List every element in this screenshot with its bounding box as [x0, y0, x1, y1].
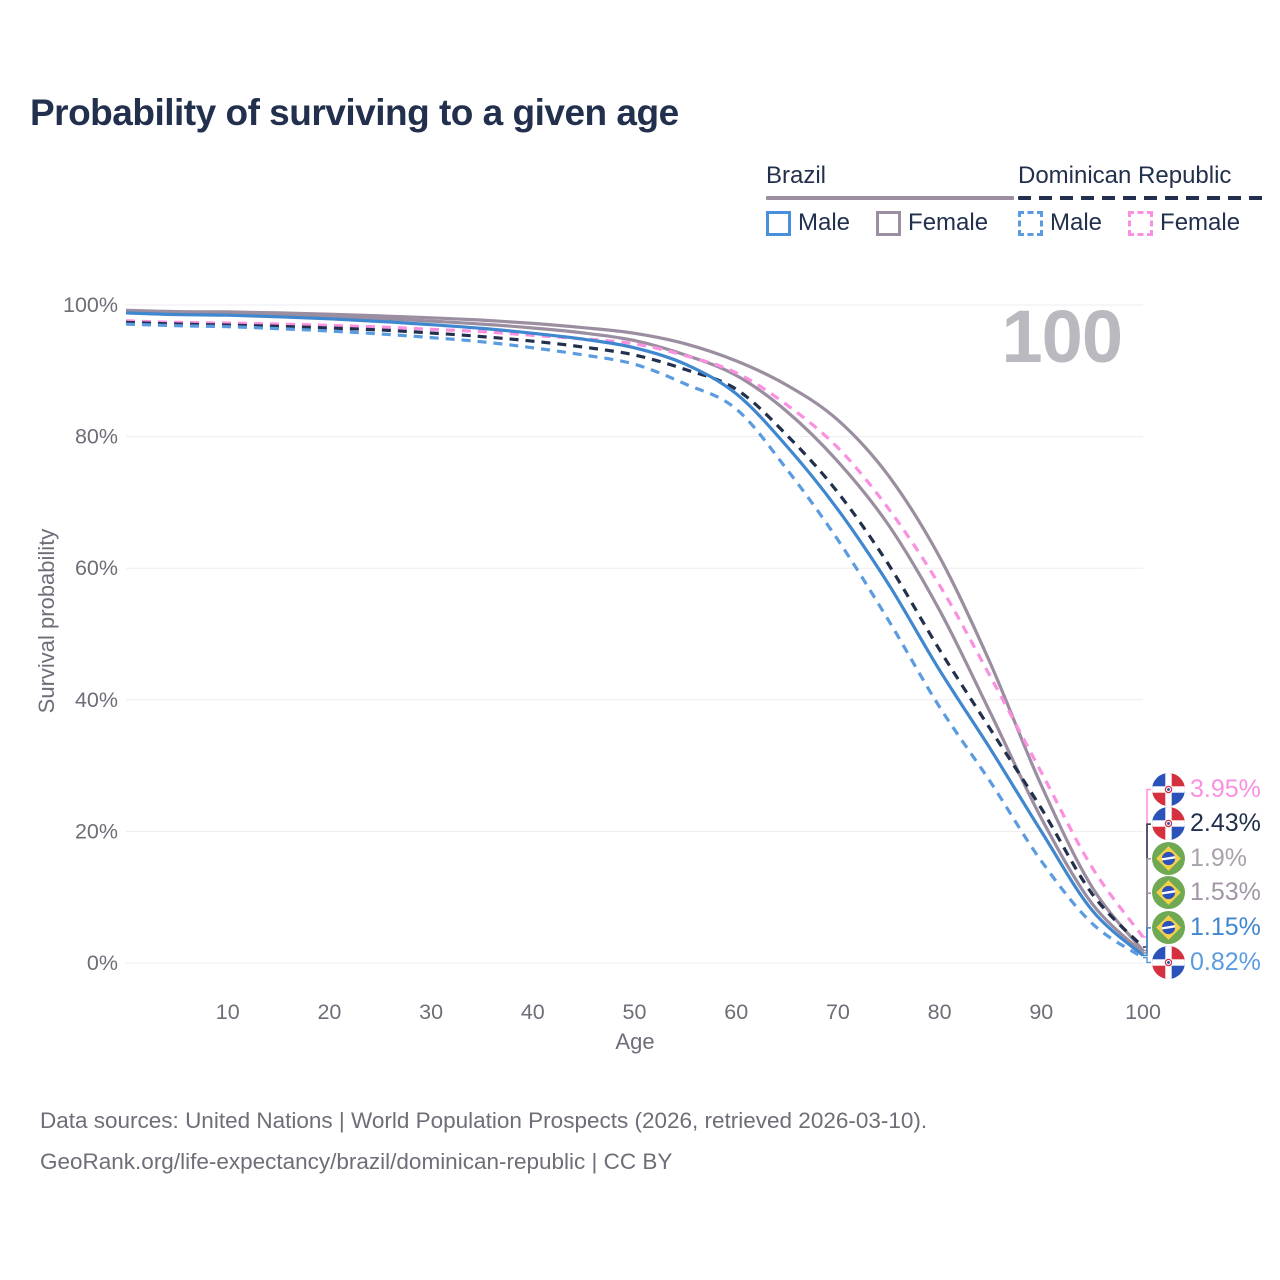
end-label-dominican-republic-male[interactable]: 0.82%	[1152, 945, 1261, 979]
series-line-dominican-republic-male[interactable]	[125, 322, 1144, 959]
brazil-flag-icon	[1152, 841, 1185, 875]
legend-item-brazil-female[interactable]: Female	[876, 209, 988, 237]
legend-country-brazil[interactable]: Brazil	[766, 162, 827, 189]
dominican-republic-flag-icon	[1152, 807, 1185, 841]
end-label-value: 3.95%	[1190, 774, 1261, 803]
legend-swatch-brazil-female	[876, 210, 902, 236]
footer-sources: Data sources: United Nations | World Pop…	[40, 1108, 928, 1133]
end-label-brazil[interactable]: 1.53%	[1152, 876, 1261, 910]
brazil-flag-icon	[1152, 910, 1185, 944]
end-label-brazil-female[interactable]: 1.9%	[1152, 841, 1247, 875]
end-connector-brazil	[1143, 892, 1151, 954]
series-line-brazil[interactable]	[125, 310, 1145, 955]
legend-group-brazil: Brazil Male Female	[766, 162, 1015, 237]
end-label-value: 1.9%	[1190, 843, 1247, 872]
series-line-brazil-female[interactable]	[125, 308, 1145, 952]
series-line-brazil-male[interactable]	[125, 311, 1145, 957]
legend-swatch-dominican-republic-female	[1128, 210, 1154, 236]
x-tick-label: 60	[724, 1000, 748, 1024]
y-tick-label: 40%	[75, 688, 118, 712]
y-tick-label: 80%	[75, 425, 118, 449]
end-label-value: 2.43%	[1190, 809, 1261, 838]
series-line-dominican-republic[interactable]	[125, 320, 1145, 949]
legend-swatch-brazil-male	[766, 210, 791, 236]
legend-item-dominican-republic-female[interactable]: Female	[1128, 209, 1240, 237]
end-label-value: 1.53%	[1190, 878, 1261, 907]
x-tick-label: 30	[419, 1000, 443, 1024]
y-tick-label: 20%	[75, 819, 118, 843]
legend-swatch-dominican-republic-male	[1018, 210, 1043, 236]
legend-label-brazil-female: Female	[908, 209, 989, 236]
legend-label-dominican-republic-female: Female	[1160, 209, 1241, 236]
x-tick-label: 80	[928, 1000, 952, 1024]
legend-group-dominican-republic: Dominican Republic Male Female	[1018, 162, 1267, 237]
y-tick-label: 60%	[75, 556, 118, 580]
legend-underline-brazil	[766, 196, 1015, 200]
dominican-republic-flag-icon	[1152, 772, 1185, 806]
age-watermark: 100	[1001, 295, 1123, 378]
x-tick-label: 20	[317, 1000, 341, 1024]
end-connector-dominican-republic-male	[1143, 956, 1151, 964]
end-label-dominican-republic[interactable]: 2.43%	[1152, 807, 1261, 841]
end-label-brazil-male[interactable]: 1.15%	[1152, 910, 1261, 944]
x-tick-label: 10	[216, 1000, 240, 1024]
end-connector-brazil-male	[1143, 927, 1151, 957]
x-tick-label: 40	[521, 1000, 545, 1024]
legend-label-dominican-republic-male: Male	[1050, 209, 1103, 236]
legend-label-brazil-male: Male	[798, 209, 851, 236]
end-label-dominican-republic-female[interactable]: 3.95%	[1152, 772, 1261, 806]
footer-attribution: GeoRank.org/life-expectancy/brazil/domin…	[40, 1149, 673, 1174]
end-label-value: 0.82%	[1190, 947, 1261, 976]
legend-country-dominican-republic[interactable]: Dominican Republic	[1018, 162, 1232, 189]
end-label-value: 1.15%	[1190, 912, 1261, 941]
x-tick-label: 90	[1029, 1000, 1053, 1024]
legend-item-dominican-republic-male[interactable]: Male	[1018, 209, 1102, 237]
y-tick-label: 100%	[63, 293, 118, 317]
series-line-dominican-republic-female[interactable]	[125, 319, 1145, 938]
brazil-flag-icon	[1152, 876, 1185, 910]
x-tick-label: 70	[826, 1000, 850, 1024]
legend-item-brazil-male[interactable]: Male	[766, 209, 850, 237]
x-axis-title: Age	[615, 1029, 655, 1054]
y-tick-label: 0%	[87, 951, 118, 975]
dominican-republic-flag-icon	[1152, 945, 1185, 979]
page-title: Probability of surviving to a given age	[30, 92, 679, 133]
legend-underline-dominican-republic	[1018, 196, 1267, 200]
x-tick-label: 100	[1125, 1000, 1161, 1024]
x-tick-label: 50	[623, 1000, 647, 1024]
